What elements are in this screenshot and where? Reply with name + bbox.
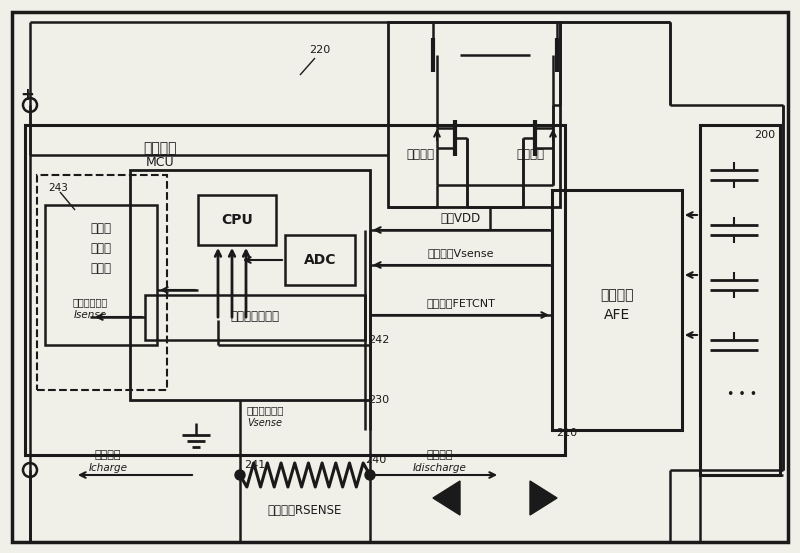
Text: 微控制器: 微控制器 <box>143 141 177 155</box>
Bar <box>552 190 682 430</box>
Text: 开关控制FETCNT: 开关控制FETCNT <box>426 298 495 308</box>
Bar <box>285 235 355 285</box>
Text: Icharge: Icharge <box>89 463 127 473</box>
Text: 充电开关: 充电开关 <box>406 149 434 161</box>
Text: 充电电流: 充电电流 <box>94 450 122 460</box>
Bar <box>388 22 560 207</box>
Text: Idischarge: Idischarge <box>413 463 467 473</box>
Text: 电压模检测电路: 电压模检测电路 <box>230 310 279 324</box>
Text: 测电路: 测电路 <box>90 262 111 274</box>
Text: 240: 240 <box>365 455 386 465</box>
Text: • • •: • • • <box>727 389 757 401</box>
Circle shape <box>235 470 245 480</box>
Bar <box>700 125 780 475</box>
Bar <box>130 170 370 400</box>
Text: AFE: AFE <box>604 308 630 322</box>
Text: 230: 230 <box>368 395 389 405</box>
Bar <box>45 205 157 345</box>
Text: 敏感电阻电压: 敏感电阻电压 <box>246 405 284 415</box>
Text: 放电电流: 放电电流 <box>426 450 454 460</box>
Bar <box>198 195 276 245</box>
Text: MCU: MCU <box>146 156 174 170</box>
Text: ADC: ADC <box>304 253 336 267</box>
Text: 敏感电阻RSENSE: 敏感电阻RSENSE <box>268 503 342 517</box>
Text: 电池电压Vsense: 电池电压Vsense <box>428 248 494 258</box>
Text: 电源VDD: 电源VDD <box>441 211 481 225</box>
Text: 模拟前端: 模拟前端 <box>600 288 634 302</box>
Polygon shape <box>530 481 557 515</box>
Text: 242: 242 <box>368 335 390 345</box>
Text: 放电开关: 放电开关 <box>516 149 544 161</box>
Polygon shape <box>433 481 460 515</box>
Text: 流模检: 流模检 <box>90 242 111 254</box>
Text: Isense: Isense <box>74 310 106 320</box>
Text: 220: 220 <box>310 45 330 55</box>
Text: 分段敏感电流: 分段敏感电流 <box>72 297 108 307</box>
Text: +: + <box>20 86 34 104</box>
Text: 200: 200 <box>754 130 775 140</box>
Bar <box>145 295 365 340</box>
Text: CPU: CPU <box>221 213 253 227</box>
Bar <box>37 175 167 390</box>
Text: Vsense: Vsense <box>247 418 282 428</box>
Bar <box>25 125 565 455</box>
Text: 241: 241 <box>244 460 266 470</box>
Text: 分段电: 分段电 <box>90 222 111 234</box>
Text: 243: 243 <box>48 183 68 193</box>
Text: 210: 210 <box>556 428 577 438</box>
Circle shape <box>365 470 375 480</box>
